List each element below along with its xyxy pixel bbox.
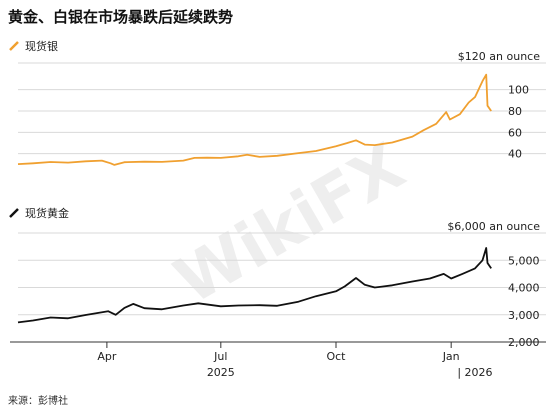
x-tick-label: Jan xyxy=(442,350,460,363)
silver-y-tick-label: 40 xyxy=(508,148,522,161)
gold-y-tick-label: 3,000 xyxy=(508,309,540,322)
x-axis: Apr Jul Oct Jan 2025 | 2026 xyxy=(10,341,546,379)
silver-unit-label: $120 an ounce xyxy=(458,50,540,63)
silver-y-tick-label: 80 xyxy=(508,105,522,118)
silver-legend-swatch xyxy=(9,41,19,51)
x-tick-label: Jul xyxy=(213,350,227,363)
silver-legend-label: 现货银 xyxy=(25,39,58,53)
silver-y-tick-label: 60 xyxy=(508,126,522,139)
silver-panel: 现货银 $120 an ounce 40 60 80 100 xyxy=(9,39,546,166)
silver-y-tick-label: 100 xyxy=(508,84,529,97)
x-year-label: | 2026 xyxy=(457,366,492,379)
gold-series-line xyxy=(17,247,492,324)
gold-legend-label: 现货黄金 xyxy=(25,206,69,220)
gold-legend-swatch xyxy=(9,208,19,218)
gold-unit-label: $6,000 an ounce xyxy=(447,220,540,233)
source-note: 来源：彭博社 xyxy=(8,394,68,407)
gold-y-tick-label: 5,000 xyxy=(508,254,540,267)
x-tick-label: Oct xyxy=(326,350,346,363)
gold-y-tick-label: 4,000 xyxy=(508,282,540,295)
x-year-label: 2025 xyxy=(207,366,235,379)
silver-series-line xyxy=(17,73,492,166)
chart-title: 黄金、白银在市场暴跌后延续跌势 xyxy=(8,8,233,26)
x-tick-label: Apr xyxy=(97,350,117,363)
